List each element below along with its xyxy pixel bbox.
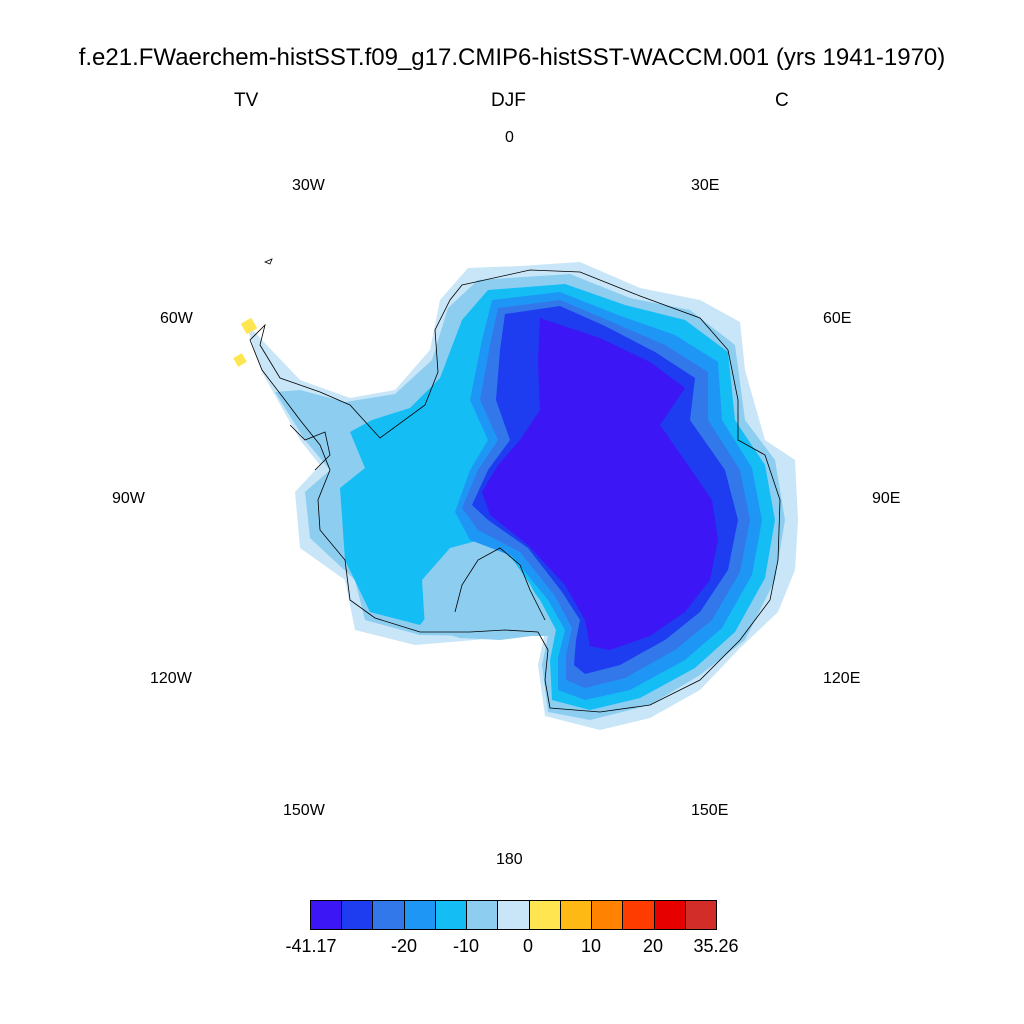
- units-label: C: [775, 90, 789, 111]
- longitude-label-60w: 60W: [160, 310, 193, 327]
- longitude-label-120e: 120E: [823, 670, 861, 687]
- longitude-label-30w: 30W: [292, 177, 325, 194]
- longitude-label-90w: 90W: [112, 490, 145, 507]
- colorbar-swatch: [311, 901, 343, 929]
- colorbar-swatch: [373, 901, 405, 929]
- colorbar-label: 10: [580, 936, 602, 956]
- ross-ice-shelf-region: [422, 540, 548, 640]
- longitude-label-120w: 120W: [150, 670, 192, 687]
- variable-label: TV: [234, 90, 259, 111]
- colorbar: [310, 900, 717, 930]
- coastline-weddell: [289, 424, 331, 471]
- coastline: [249, 269, 781, 713]
- coastline-ross: [454, 547, 546, 621]
- colorbar-label: -10: [452, 936, 480, 956]
- colorbar-swatch: [654, 901, 686, 929]
- colorbar-swatch: [623, 901, 655, 929]
- longitude-label-150w: 150W: [283, 802, 325, 819]
- positive-cell: [240, 317, 258, 335]
- colorbar-swatch: [404, 901, 436, 929]
- contour-band-core: [482, 318, 718, 650]
- longitude-label-0: 0: [505, 129, 514, 146]
- antarctica-map: [233, 258, 798, 730]
- colorbar-label-max: 35.26: [693, 936, 739, 956]
- longitude-label-30e: 30E: [691, 177, 720, 194]
- colorbar-swatch: [529, 901, 561, 929]
- colorbar-label: 0: [522, 936, 534, 956]
- colorbar-swatch: [592, 901, 624, 929]
- colorbar-swatch: [342, 901, 374, 929]
- longitude-label-150e: 150E: [691, 802, 729, 819]
- colorbar-swatch: [467, 901, 499, 929]
- colorbar-swatch: [560, 901, 593, 929]
- colorbar-label-min: -41.17: [285, 936, 337, 956]
- colorbar-swatch: [435, 901, 468, 929]
- colorbar-label: 20: [642, 936, 664, 956]
- longitude-label-60e: 60E: [823, 310, 852, 327]
- longitude-label-90e: 90E: [872, 490, 901, 507]
- colorbar-swatch: [685, 901, 717, 929]
- longitude-label-180: 180: [496, 851, 523, 868]
- plot-title: f.e21.FWaerchem-histSST.f09_g17.CMIP6-hi…: [78, 44, 946, 71]
- positive-cell: [233, 353, 247, 367]
- coastline-island: [263, 258, 273, 265]
- season-label: DJF: [491, 90, 526, 111]
- colorbar-label: -20: [390, 936, 418, 956]
- colorbar-swatch: [498, 901, 530, 929]
